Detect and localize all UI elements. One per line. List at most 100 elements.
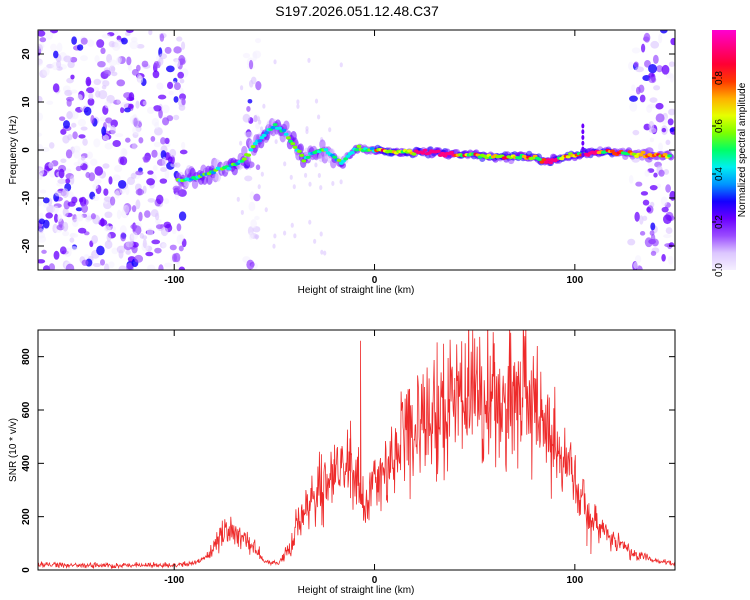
- spectrogram-noise-blob: [176, 223, 182, 232]
- spectrogram-noise-blob: [273, 59, 277, 65]
- spectrogram-ridge-core: [241, 157, 247, 161]
- spectrogram-ridge-core: [246, 153, 252, 157]
- spectrogram-noise-blob: [135, 188, 144, 196]
- spectrogram-noise-blob: [104, 142, 113, 150]
- spectrogram-noise-blob: [247, 98, 253, 104]
- spectrogram-noise-blob: [93, 138, 101, 148]
- spectrogram-noise-blob: [38, 172, 43, 181]
- spectrogram-noise-blob: [142, 238, 147, 249]
- spectrogram-noise-blob: [660, 196, 668, 207]
- spectrogram-noise-blob: [120, 106, 125, 114]
- spectrogram-ridge-core: [407, 149, 412, 153]
- spectrogram-noise-blob: [651, 238, 659, 247]
- spectrogram-noise-blob: [43, 265, 51, 270]
- spectrogram-noise-blob: [296, 99, 300, 105]
- spectrogram-noise-blob: [130, 172, 137, 179]
- spectrogram-noise-blob: [257, 184, 261, 190]
- spectrogram-noise-blob: [73, 161, 82, 167]
- spectrogram-noise-blob: [90, 114, 95, 124]
- spectrogram-noise-blob: [75, 213, 84, 222]
- spectrogram-noise-blob: [78, 197, 84, 203]
- spectrogram-noise-blob: [62, 207, 69, 217]
- snr-x-tick-label: 100: [566, 575, 583, 586]
- spectrogram-noise-blob: [125, 30, 134, 33]
- spectrogram-noise-blob: [649, 184, 658, 191]
- spectrogram-noise-blob: [71, 122, 77, 128]
- spectrogram-ridge-core: [277, 126, 282, 130]
- spectrogram-noise-blob: [667, 255, 674, 265]
- spectrogram-noise-blob: [56, 60, 62, 69]
- spectrogram-noise-blob: [650, 40, 660, 49]
- spectrogram-noise-blob: [180, 41, 186, 50]
- spectrogram-noise-blob: [50, 43, 57, 52]
- snr-series-line: [38, 330, 675, 570]
- spectrogram-noise-blob: [283, 161, 287, 167]
- spectrogram-noise-blob: [129, 40, 139, 50]
- spectrogram-noise-blob: [644, 237, 653, 248]
- spectrogram-noise-blob: [125, 241, 134, 248]
- spectrogram-noise-blob: [70, 56, 78, 63]
- spectrogram-noise-blob: [320, 249, 324, 255]
- spectrogram-noise-blob: [71, 111, 79, 120]
- spectrogram-noise-blob: [156, 82, 164, 90]
- spectrogram-noise-blob: [663, 234, 672, 239]
- spectrogram-noise-blob: [640, 43, 646, 53]
- spectrogram-flare: [581, 135, 585, 141]
- spectrogram-ridge-core: [440, 151, 446, 155]
- spectrogram-flare: [581, 123, 585, 129]
- spectrogram-noise-blob: [146, 178, 155, 186]
- spectrogram-noise-blob: [94, 55, 100, 63]
- spectrogram-noise-blob: [137, 75, 144, 84]
- spectrogram-noise-blob: [46, 204, 55, 214]
- spectrogram-noise-blob: [110, 66, 116, 72]
- snr-x-tick-label: 0: [372, 575, 378, 586]
- spectrogram-noise-blob: [147, 264, 156, 270]
- spectrogram-noise-blob: [80, 37, 88, 45]
- spectrogram-noise-blob: [272, 243, 276, 249]
- spectrogram-noise-blob: [653, 172, 658, 178]
- spectrogram-noise-blob: [45, 31, 54, 40]
- spectrogram-noise-blob: [122, 204, 130, 214]
- snr-x-tick-label: -100: [164, 575, 184, 586]
- spectrogram-noise-blob: [644, 170, 650, 177]
- spectrogram-noise-blob: [114, 39, 123, 49]
- spectrogram-noise-blob: [97, 60, 106, 68]
- spectrogram-noise-blob: [146, 106, 155, 114]
- spectrogram-noise-blob: [139, 233, 145, 239]
- spectrogram-noise-blob: [80, 126, 88, 131]
- spectrogram-ridge-core: [297, 149, 302, 154]
- spectrogram-noise-blob: [173, 82, 181, 91]
- spectrogram-noise-blob: [103, 188, 109, 196]
- spectrogram-noise-blob: [120, 232, 127, 242]
- spectrogram-noise-blob: [178, 104, 186, 111]
- spectrogram-noise-blob: [138, 137, 144, 144]
- spectrogram-ridge-core: [422, 148, 428, 152]
- spectrogram-noise-blob: [86, 39, 95, 47]
- spectrogram-noise-blob: [240, 209, 244, 215]
- spectrogram-noise-blob: [283, 230, 287, 236]
- spectrogram-noise-blob: [308, 181, 312, 187]
- spectrogram-noise-blob: [323, 250, 327, 256]
- spectrogram-noise-blob: [116, 245, 126, 254]
- spectrogram-noise-blob: [173, 96, 179, 103]
- spectrogram-noise-blob: [178, 54, 186, 65]
- spectrogram-noise-blob: [665, 184, 671, 193]
- spectrogram-noise-blob: [648, 63, 658, 74]
- spectrogram-noise-blob: [48, 168, 57, 178]
- spectrogram-noise-blob: [631, 84, 636, 92]
- spectrogram-noise-blob: [649, 230, 655, 236]
- spectrogram-ridge-core: [349, 150, 355, 155]
- spectrogram-noise-blob: [102, 134, 110, 141]
- spectrogram-ridge-core: [290, 142, 296, 146]
- spectrogram-noise-blob: [115, 57, 121, 66]
- spectrogram-noise-blob: [48, 263, 55, 270]
- spectrogram-noise-blob: [103, 69, 111, 77]
- spectrogram-noise-blob: [635, 66, 644, 73]
- spectrogram-noise-blob: [136, 44, 145, 49]
- spectrogram-noise-blob: [70, 74, 75, 80]
- spectrogram-noise-blob: [114, 190, 120, 199]
- spectrogram-noise-blob: [250, 219, 257, 229]
- spectrogram-noise-blob: [108, 261, 115, 268]
- colorbar: 0.0 0.2 0.4 0.6 0.8 Normalized spectral ampl…: [712, 30, 748, 277]
